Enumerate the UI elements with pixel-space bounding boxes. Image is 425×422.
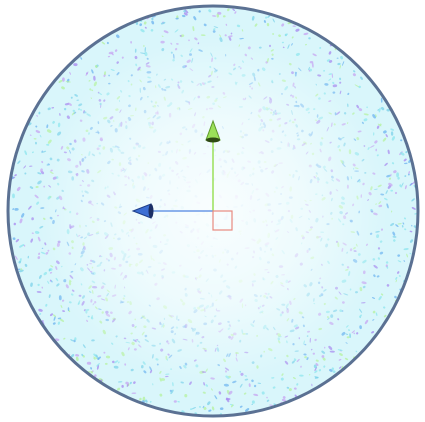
x-axis-handle[interactable] bbox=[131, 203, 213, 219]
gizmo-center-handle[interactable] bbox=[212, 210, 233, 231]
y-axis-handle[interactable] bbox=[205, 119, 221, 211]
cone-arrow-icon[interactable] bbox=[205, 119, 221, 143]
sphere-outline bbox=[6, 4, 420, 418]
square-handle-icon[interactable] bbox=[212, 210, 233, 231]
transform-gizmo[interactable] bbox=[131, 119, 233, 231]
cone-arrow-icon[interactable] bbox=[131, 203, 154, 219]
